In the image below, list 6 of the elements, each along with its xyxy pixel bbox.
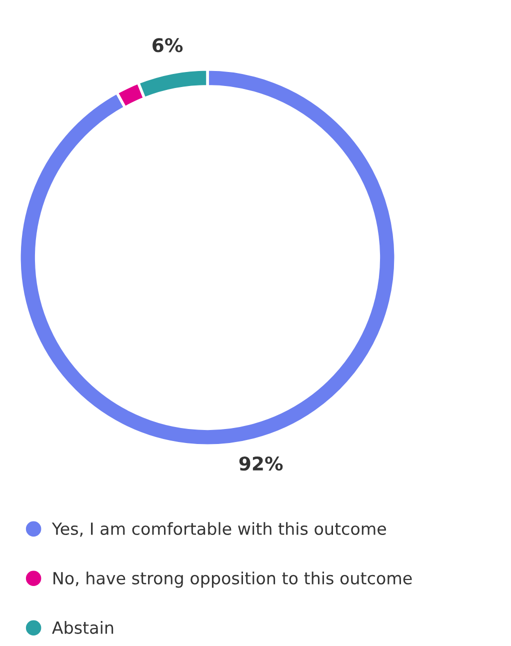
donut-slice <box>18 68 397 447</box>
legend-label: No, have strong opposition to this outcome <box>54 572 412 588</box>
data-label: 6% <box>152 38 183 52</box>
legend-label: Abstain <box>52 621 114 634</box>
data-label: 92% <box>239 456 283 471</box>
legend-label: Yes, I am comfortable with this outcome <box>52 522 386 537</box>
